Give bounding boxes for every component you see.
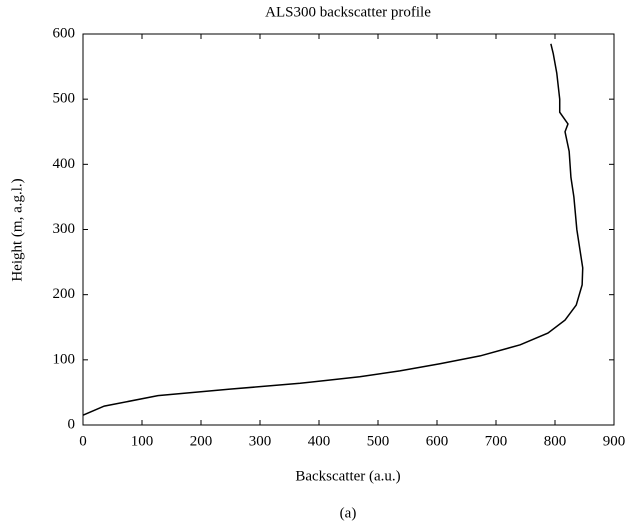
caption: (a) (340, 505, 357, 521)
x-tick-label: 600 (426, 433, 449, 449)
x-tick-label: 800 (544, 433, 567, 449)
y-tick-label: 300 (53, 221, 76, 237)
x-tick-label: 500 (367, 433, 390, 449)
x-tick-label: 900 (603, 433, 626, 449)
x-axis-label: Backscatter (a.u.) (295, 468, 400, 484)
plot-frame (82, 33, 615, 426)
x-tick-label: 400 (308, 433, 331, 449)
y-axis-label: Height (m, a.g.l.) (9, 178, 25, 281)
x-tick-label: 0 (79, 433, 87, 449)
y-tick-label: 100 (53, 351, 76, 367)
data-line (82, 43, 584, 416)
y-tick-label: 200 (53, 286, 76, 302)
x-tick-label: 300 (249, 433, 272, 449)
x-tick-label: 700 (485, 433, 508, 449)
x-tick-label: 100 (131, 433, 154, 449)
y-tick-label: 600 (53, 25, 76, 41)
chart-title: ALS300 backscatter profile (265, 4, 431, 20)
x-tick-label: 200 (190, 433, 213, 449)
y-tick-label: 400 (53, 156, 76, 172)
y-tick-label: 500 (53, 91, 76, 107)
y-tick-label: 0 (68, 416, 76, 432)
